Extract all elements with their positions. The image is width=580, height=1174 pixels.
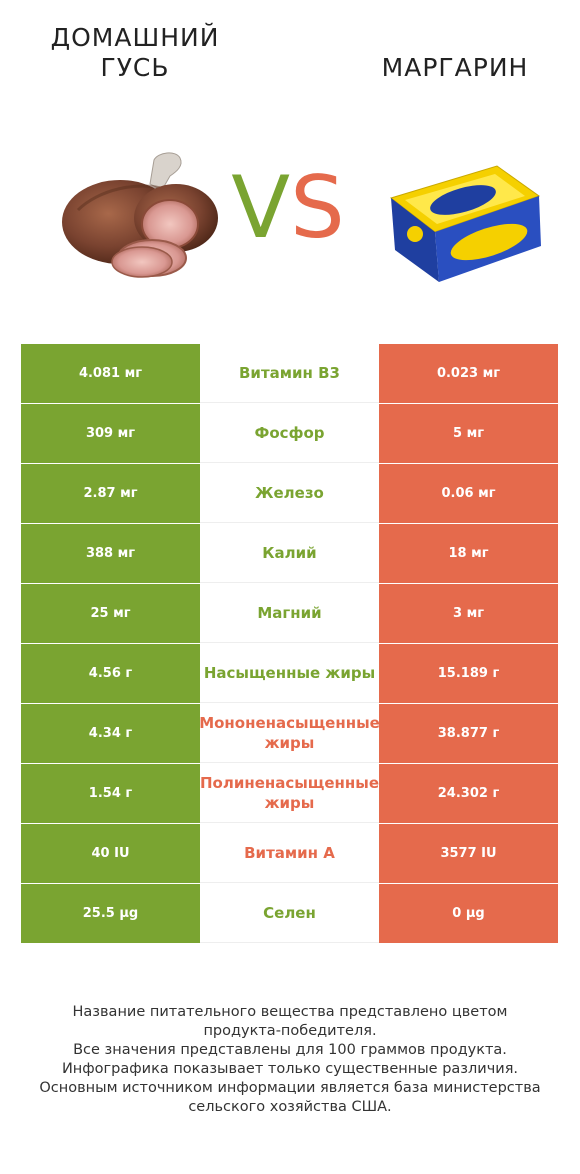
margarine-pack-icon bbox=[389, 165, 541, 282]
right-value: 38.877 г bbox=[379, 704, 558, 763]
nutrient-name: Витамин B3 bbox=[200, 344, 379, 403]
nutrient-name: Фосфор bbox=[200, 404, 379, 463]
comparison-table: 4.081 мг Витамин B3 0.023 мг 309 мг Фосфор 5 … bbox=[21, 344, 558, 943]
footer-line: продукта-победителя. bbox=[203, 1023, 377, 1039]
right-value: 18 мг bbox=[379, 524, 558, 583]
footer-line: Основным источником информации является … bbox=[39, 1080, 541, 1096]
footer-line: Все значения представлены для 100 граммо… bbox=[73, 1042, 507, 1058]
left-value: 4.081 мг bbox=[21, 344, 200, 403]
right-value: 3 мг bbox=[379, 584, 558, 643]
right-product-title: МАРГАРИН bbox=[381, 53, 529, 82]
right-value: 5 мг bbox=[379, 404, 558, 463]
left-value: 1.54 г bbox=[21, 764, 200, 823]
table-row: 25 мг Магний 3 мг bbox=[21, 584, 558, 644]
right-value: 3577 IU bbox=[379, 824, 558, 883]
table-row: 40 IU Витамин A 3577 IU bbox=[21, 824, 558, 884]
left-value: 25 мг bbox=[21, 584, 200, 643]
table-row: 4.081 мг Витамин B3 0.023 мг bbox=[21, 344, 558, 404]
right-value: 15.189 г bbox=[379, 644, 558, 703]
left-value: 309 мг bbox=[21, 404, 200, 463]
versus-v: V bbox=[231, 158, 291, 258]
nutrient-name: Калий bbox=[200, 524, 379, 583]
left-value: 388 мг bbox=[21, 524, 200, 583]
table-row: 25.5 µg Селен 0 µg bbox=[21, 884, 558, 943]
right-value: 0.023 мг bbox=[379, 344, 558, 403]
table-row: 2.87 мг Железо 0.06 мг bbox=[21, 464, 558, 524]
right-value: 0.06 мг bbox=[379, 464, 558, 523]
footer-line: Инфографика показывает только существенн… bbox=[61, 1061, 519, 1077]
nutrient-name: Селен bbox=[200, 884, 379, 943]
left-value: 2.87 мг bbox=[21, 464, 200, 523]
right-value: 0 µg bbox=[379, 884, 558, 943]
table-row: 309 мг Фосфор 5 мг bbox=[21, 404, 558, 464]
left-product-title: ДОМАШНИЙ ГУСЬ bbox=[50, 23, 220, 82]
left-value: 4.56 г bbox=[21, 644, 200, 703]
table-row: 1.54 г Полиненасыщенные жиры 24.302 г bbox=[21, 764, 558, 824]
nutrient-name: Мононенасыщенные жиры bbox=[199, 704, 380, 763]
nutrient-name: Насыщенные жиры bbox=[200, 644, 379, 703]
left-value: 25.5 µg bbox=[21, 884, 200, 943]
nutrient-name: Полиненасыщенные жиры bbox=[200, 764, 379, 823]
left-value: 4.34 г bbox=[21, 704, 200, 763]
footer-note: Название питательного вещества представл… bbox=[20, 1003, 560, 1117]
table-row: 4.34 г Мононенасыщенные жиры 38.877 г bbox=[21, 704, 558, 764]
nutrient-name: Витамин A bbox=[200, 824, 379, 883]
table-row: 388 мг Калий 18 мг bbox=[21, 524, 558, 584]
left-value: 40 IU bbox=[21, 824, 200, 883]
roasted-goose-meat-icon bbox=[62, 152, 218, 278]
table-row: 4.56 г Насыщенные жиры 15.189 г bbox=[21, 644, 558, 704]
right-value: 24.302 г bbox=[379, 764, 558, 823]
versus-s: S bbox=[290, 158, 345, 258]
nutrient-name: Магний bbox=[200, 584, 379, 643]
footer-line: Название питательного вещества представл… bbox=[72, 1004, 508, 1020]
nutrient-name: Железо bbox=[200, 464, 379, 523]
footer-line: сельского хозяйства США. bbox=[188, 1099, 392, 1115]
